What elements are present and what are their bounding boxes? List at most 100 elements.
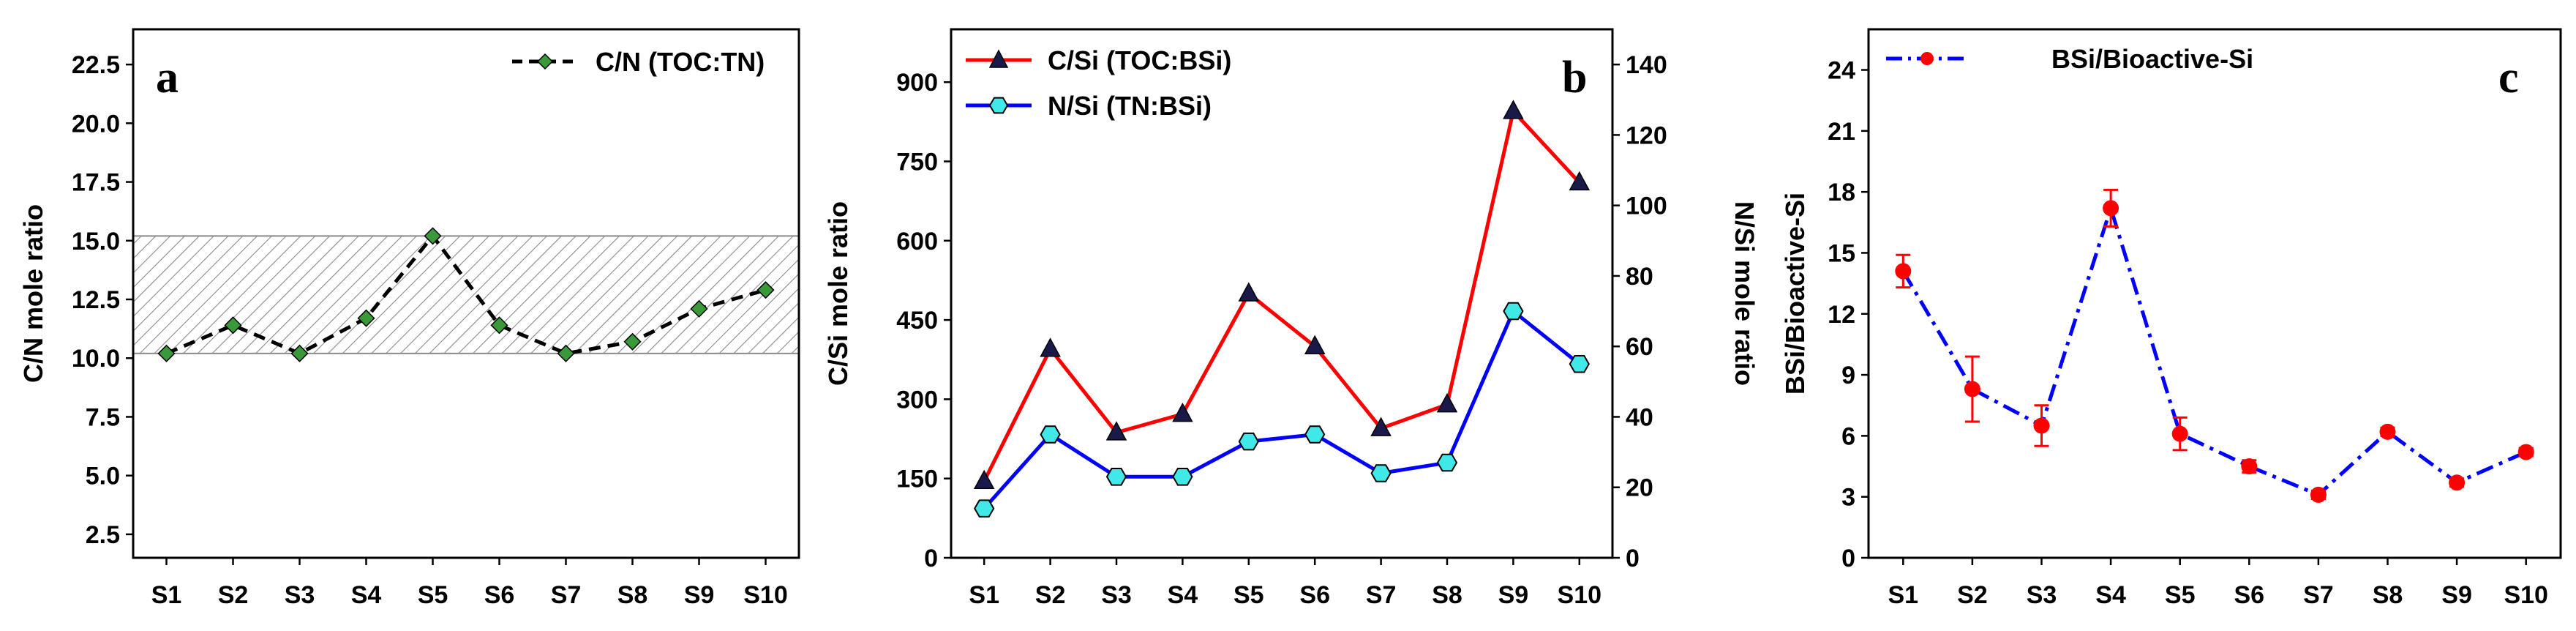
panel-c-y-axis-label: BSi/Bioactive-Si (1780, 193, 1810, 395)
panel-a-frame (132, 28, 800, 559)
cn-data-point (424, 227, 442, 245)
panel-a-letter: a (156, 53, 179, 102)
panel-b-y-tick-label: 0 (924, 545, 938, 572)
csi-data-point (1304, 335, 1326, 354)
panel-b-y-tick-label: 600 (896, 228, 938, 255)
panel-a-y-tick-label: 17.5 (72, 169, 120, 197)
panel-a-x-tick-label: S9 (684, 581, 715, 609)
panel-c-x-tick-label: S5 (2165, 581, 2196, 609)
cn-range-band (132, 235, 800, 354)
cn-data-point (690, 299, 708, 318)
panel-b-x-tick-label: S4 (1168, 581, 1198, 609)
panel-b-y2-tick-label: 80 (1626, 263, 1653, 291)
csi-series-line (982, 109, 1581, 482)
bsi-data-point (2379, 423, 2396, 440)
panel-a-x-tick-label: S8 (617, 581, 648, 609)
bsi-data-point (2033, 417, 2050, 434)
panel-b-frame (950, 28, 1614, 559)
csi-data-point (1238, 282, 1260, 302)
panel-b-x-tick-label: S10 (1558, 581, 1602, 609)
panel-c-y-tick-label: 21 (1828, 118, 1855, 146)
panel-a-y-tick-label: 12.5 (72, 286, 120, 314)
cn-data-point (157, 344, 176, 362)
cn-data-point (357, 309, 375, 327)
panel-c-x-tick-label: S2 (1957, 581, 1988, 609)
bsi-data-point (2103, 200, 2119, 217)
panel-c-frame (1867, 28, 2562, 559)
panel-c-x-tick-label: S1 (1888, 581, 1919, 609)
csi-data-point (1105, 421, 1127, 441)
nsi-data-point (1370, 464, 1392, 482)
nsi-data-point (1569, 355, 1590, 373)
legend-cn-label: C/N (TOC:TN) (596, 47, 765, 77)
panel-a-legend: C/N (TOC:TN) (512, 47, 765, 77)
legend-csi-label: C/Si (TOC:BSi) (1048, 45, 1231, 75)
csi-data-point (1370, 417, 1392, 436)
panel-a-x-tick-label: S7 (551, 581, 582, 609)
panel-b-chart: 0 150 300 450 600 750 900 0 20 40 60 80 100 120 140 S… (823, 28, 1760, 609)
panel-a-y-axis-label: C/N mole ratio (18, 204, 48, 383)
panel-c-x-tick-label: S6 (2234, 581, 2265, 609)
panel-c-y-tick-label: 3 (1841, 484, 1855, 512)
panel-a-y-tick-label: 15.0 (72, 228, 120, 255)
nsi-data-point (1040, 425, 1061, 444)
bsi-data-point (2517, 444, 2534, 460)
panel-c-y-tick-label: 9 (1841, 362, 1855, 389)
panel-a-y-tick-label: 2.5 (86, 521, 120, 549)
cn-series-line (165, 234, 767, 356)
panel-b-y-axis-label: C/Si mole ratio (823, 201, 853, 386)
panel-a-y-tick-label: 10.0 (72, 345, 120, 373)
panel-b-y2-tick-label: 60 (1626, 333, 1653, 361)
nsi-series-line (983, 309, 1581, 510)
nsi-data-point (1304, 425, 1326, 444)
nsi-data-point (1238, 432, 1259, 451)
panel-b-x-tick-label: S9 (1498, 581, 1529, 609)
panel-c-x-tick-label: S8 (2373, 581, 2403, 609)
panel-c-y-tick-label: 6 (1841, 422, 1855, 450)
legend-cn-marker (536, 53, 554, 70)
panel-c-x-tick-label: S3 (2027, 581, 2057, 609)
legend-bsi-label: BSi/Bioactive-Si (2051, 44, 2253, 74)
bsi-data-point (1964, 381, 1980, 397)
bsi-data-point (1895, 263, 1912, 280)
legend-nsi-marker (988, 97, 1009, 114)
bsi-data-point (2171, 425, 2188, 442)
panel-b-legend: C/Si (TOC:BSi) N/Si (TN:BSi) (966, 45, 1231, 121)
cn-data-point (756, 281, 775, 299)
panel-c-x-tick-label: S7 (2303, 581, 2334, 609)
nsi-data-point (1105, 468, 1127, 486)
panel-c-legend: BSi/Bioactive-Si (1886, 44, 2253, 74)
panel-b-y-tick-label: 450 (896, 307, 938, 335)
legend-bsi-marker (1920, 52, 1934, 65)
panel-b-x-tick-label: S6 (1299, 581, 1330, 609)
panel-a-x-tick-label: S4 (351, 581, 382, 609)
panel-b-x-tick-label: S7 (1366, 581, 1397, 609)
panel-b-x-tick-label: S5 (1233, 581, 1264, 609)
bsi-data-point (2310, 486, 2327, 503)
panel-b-y2-axis-label: N/Si mole ratio (1730, 201, 1760, 386)
legend-csi-marker (988, 49, 1009, 68)
csi-data-point (1503, 100, 1524, 119)
panel-a-x-tick-label: S5 (418, 581, 448, 609)
panel-c-y-tick-label: 18 (1828, 179, 1855, 206)
panel-b-letter: b (1562, 53, 1587, 102)
bsi-data-point (2449, 474, 2466, 491)
panel-c-x-tick-label: S4 (2095, 581, 2126, 609)
nsi-data-point (974, 499, 995, 518)
panel-c-y-tick-label: 15 (1828, 239, 1855, 267)
panel-a-y-tick-label: 5.0 (86, 463, 120, 490)
panel-b-x-tick-label: S3 (1101, 581, 1132, 609)
panel-a-y-tick-label: 20.0 (72, 110, 120, 138)
panel-a-x-tick-label: S6 (484, 581, 515, 609)
csi-data-point (1172, 403, 1193, 422)
csi-data-point (1436, 393, 1458, 413)
cn-data-point (490, 316, 508, 335)
panel-b-y-tick-label: 900 (896, 69, 938, 97)
panel-a-y-tick-label: 7.5 (86, 403, 120, 431)
panel-a-x-tick-label: S1 (151, 581, 182, 609)
panel-a-x-tick-label: S3 (285, 581, 315, 609)
panel-b-y2-tick-label: 40 (1626, 403, 1653, 431)
cn-data-point (224, 316, 242, 335)
